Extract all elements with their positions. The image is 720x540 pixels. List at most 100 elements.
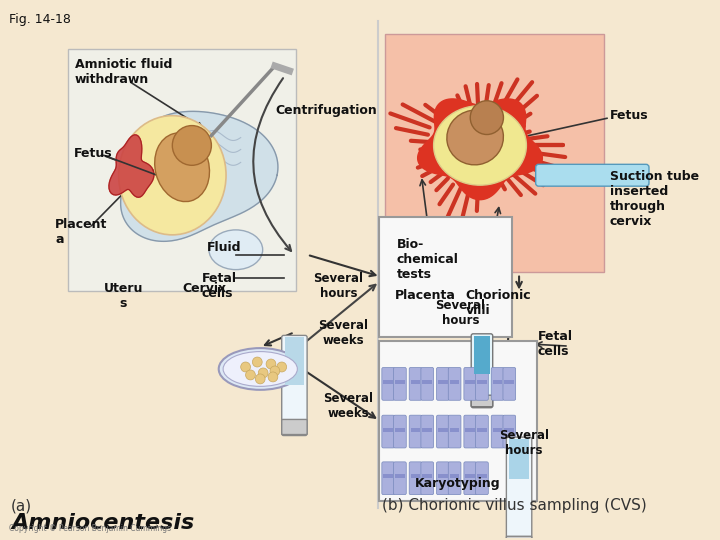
FancyBboxPatch shape <box>491 368 504 400</box>
FancyBboxPatch shape <box>471 334 492 408</box>
Bar <box>284 338 304 386</box>
FancyBboxPatch shape <box>382 415 395 448</box>
FancyBboxPatch shape <box>282 335 307 436</box>
Text: Placent
a: Placent a <box>55 218 107 246</box>
Polygon shape <box>121 111 278 241</box>
Bar <box>465 380 475 384</box>
Circle shape <box>270 366 280 376</box>
Bar <box>505 380 514 384</box>
FancyBboxPatch shape <box>503 415 516 448</box>
Text: Several
weeks: Several weeks <box>323 392 373 420</box>
Bar <box>477 380 487 384</box>
Bar <box>505 428 514 431</box>
FancyBboxPatch shape <box>409 368 422 400</box>
Ellipse shape <box>433 106 526 185</box>
FancyBboxPatch shape <box>382 368 395 400</box>
Text: Several
weeks: Several weeks <box>318 319 368 347</box>
Bar <box>395 474 405 478</box>
Bar <box>423 428 432 431</box>
FancyBboxPatch shape <box>421 415 433 448</box>
Circle shape <box>266 359 276 369</box>
FancyBboxPatch shape <box>382 462 395 495</box>
FancyBboxPatch shape <box>464 368 477 400</box>
FancyBboxPatch shape <box>506 536 532 540</box>
Ellipse shape <box>219 348 302 390</box>
Bar <box>423 474 432 478</box>
Bar <box>450 474 459 478</box>
FancyBboxPatch shape <box>464 415 477 448</box>
Text: Copyright © Pearson Benjamin Cummings: Copyright © Pearson Benjamin Cummings <box>9 524 171 533</box>
Bar <box>438 380 448 384</box>
FancyBboxPatch shape <box>282 420 307 435</box>
FancyBboxPatch shape <box>394 462 406 495</box>
FancyBboxPatch shape <box>394 368 406 400</box>
FancyBboxPatch shape <box>506 437 532 540</box>
Circle shape <box>470 101 503 134</box>
Bar <box>410 428 420 431</box>
Text: Placenta: Placenta <box>395 289 456 302</box>
FancyBboxPatch shape <box>394 415 406 448</box>
FancyBboxPatch shape <box>436 415 449 448</box>
FancyBboxPatch shape <box>409 415 422 448</box>
FancyBboxPatch shape <box>379 217 512 337</box>
Circle shape <box>240 362 251 372</box>
Polygon shape <box>418 99 542 200</box>
Text: Karyotyping: Karyotyping <box>415 477 500 490</box>
Bar <box>474 336 490 374</box>
FancyBboxPatch shape <box>449 462 461 495</box>
Text: Fetus: Fetus <box>73 147 112 160</box>
Circle shape <box>276 362 287 372</box>
Bar <box>383 474 393 478</box>
Bar <box>450 428 459 431</box>
FancyBboxPatch shape <box>491 415 504 448</box>
FancyBboxPatch shape <box>385 34 604 272</box>
FancyBboxPatch shape <box>449 415 461 448</box>
FancyBboxPatch shape <box>409 462 422 495</box>
Bar <box>477 428 487 431</box>
Ellipse shape <box>119 116 226 235</box>
Text: Uteru
s: Uteru s <box>104 281 143 309</box>
FancyBboxPatch shape <box>436 462 449 495</box>
Bar <box>450 380 459 384</box>
Text: Suction tube
inserted
through
cervix: Suction tube inserted through cervix <box>610 170 699 228</box>
Bar <box>465 428 475 431</box>
Ellipse shape <box>209 230 263 269</box>
Bar <box>395 380 405 384</box>
Text: Fetal
cells: Fetal cells <box>538 330 572 358</box>
FancyBboxPatch shape <box>421 368 433 400</box>
Bar <box>423 380 432 384</box>
Polygon shape <box>109 135 154 197</box>
FancyBboxPatch shape <box>379 341 536 501</box>
Text: Fetus: Fetus <box>610 109 649 122</box>
Text: Several
hours: Several hours <box>436 299 485 327</box>
Bar <box>465 474 475 478</box>
Text: Cervix: Cervix <box>182 281 227 294</box>
Text: Fetal
cells: Fetal cells <box>202 272 237 300</box>
FancyBboxPatch shape <box>476 368 488 400</box>
Bar <box>509 439 529 479</box>
Text: Amniocentesis: Amniocentesis <box>11 513 194 533</box>
FancyBboxPatch shape <box>536 164 649 186</box>
Text: Several
hours: Several hours <box>499 429 549 457</box>
FancyBboxPatch shape <box>421 462 433 495</box>
Ellipse shape <box>223 352 297 386</box>
Text: Amniotic fluid
withdrawn: Amniotic fluid withdrawn <box>75 58 172 86</box>
Text: Fluid: Fluid <box>207 241 241 254</box>
Bar <box>410 474 420 478</box>
Bar <box>438 428 448 431</box>
FancyBboxPatch shape <box>503 368 516 400</box>
Circle shape <box>246 370 256 380</box>
Ellipse shape <box>155 133 210 201</box>
FancyBboxPatch shape <box>68 49 297 292</box>
FancyBboxPatch shape <box>471 395 492 407</box>
Text: Chorionic
villi: Chorionic villi <box>465 289 531 318</box>
Text: (b) Chorionic villus sampling (CVS): (b) Chorionic villus sampling (CVS) <box>382 498 647 513</box>
Text: Bio-
chemical
tests: Bio- chemical tests <box>397 238 459 281</box>
Bar <box>492 428 503 431</box>
Ellipse shape <box>447 110 503 165</box>
FancyBboxPatch shape <box>436 368 449 400</box>
Circle shape <box>258 368 268 378</box>
Bar <box>383 380 393 384</box>
Text: (a): (a) <box>11 498 32 513</box>
Bar <box>492 380 503 384</box>
